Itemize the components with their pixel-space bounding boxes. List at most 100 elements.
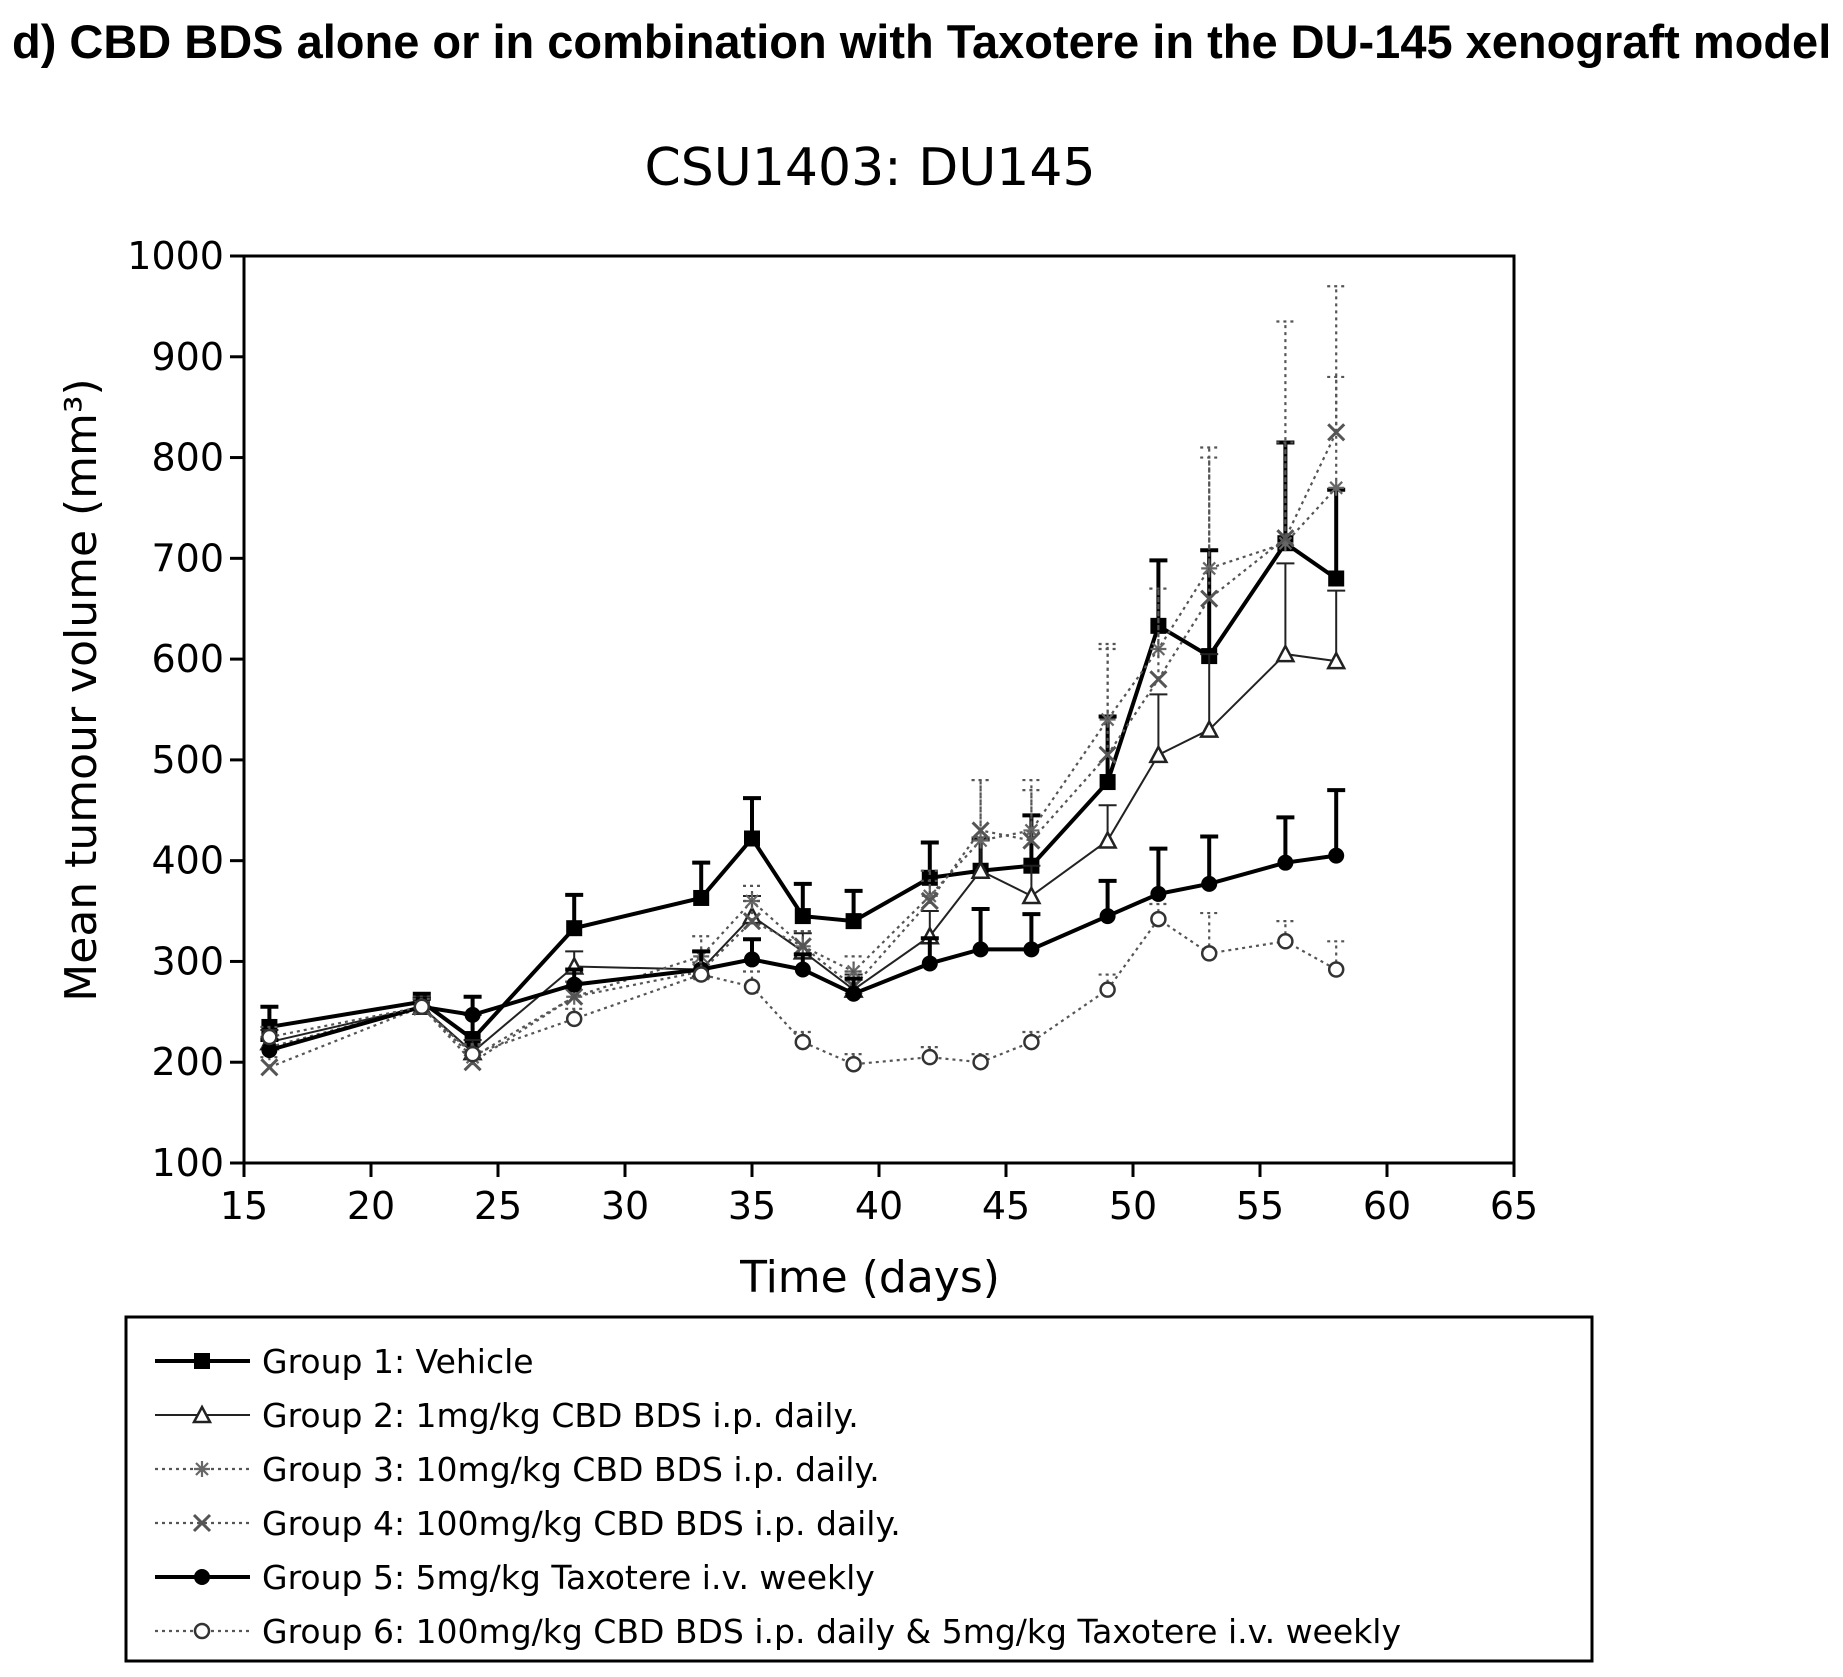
circle-marker [1023,941,1040,958]
triangle-marker [1199,718,1220,738]
circle-marker [1201,875,1218,892]
legend-item: Group 5: 5mg/kg Taxotere i.v. weekly [155,1558,875,1597]
data-point [742,912,762,931]
series-2 [259,562,1347,1061]
data-point [565,1010,583,1028]
data-point [1099,774,1116,791]
open-circle-marker [1023,1033,1040,1051]
circle-marker [921,955,938,972]
series-line [269,653,1337,1054]
data-point [1023,941,1040,958]
data-point [261,1028,278,1046]
triangle-marker [1021,885,1042,905]
data-point [1327,423,1346,442]
x-axis: 15 20 25 30 35 40 45 50 55 60 65 [220,1163,1538,1228]
circle-marker [794,961,811,978]
series-5 [260,788,1346,1059]
data-point [566,920,583,937]
star-marker [194,1461,210,1477]
open-circle-marker [1327,961,1345,978]
data-point [920,891,939,911]
data-point [260,1058,279,1077]
data-point [464,1045,481,1063]
data-point [1328,847,1345,864]
series-6 [260,902,1346,1073]
legend-swatch-marker [193,1622,211,1640]
legend-label: Group 5: 5mg/kg Taxotere i.v. weekly [262,1558,875,1597]
data-point [1148,744,1169,764]
data-point [1277,933,1294,950]
data-point [565,987,584,1006]
data-point [413,998,431,1016]
open-circle-marker [413,998,431,1016]
data-point [845,913,862,930]
square-marker [744,830,760,847]
data-point [793,937,812,956]
data-point [1199,718,1220,738]
star-marker [1023,822,1040,839]
data-point [845,985,862,1002]
data-point [971,821,990,840]
legend-item: Group 1: Vehicle [155,1342,534,1381]
data-point [744,951,760,968]
square-marker [921,869,938,886]
legend-swatch-marker [194,1353,210,1369]
x-marker [1022,831,1041,850]
x-tick-label: 20 [347,1184,395,1228]
circle-marker [845,985,862,1002]
data-point [972,832,989,849]
data-point [1097,829,1118,849]
legend-item: Group 6: 100mg/kg CBD BDS i.p. daily & 5… [155,1612,1401,1651]
square-marker [1099,774,1116,791]
legend-box [124,1315,1594,1663]
square-marker [794,908,811,925]
legend-item: Group 2: 1mg/kg CBD BDS i.p. daily. [155,1396,859,1435]
triangle-marker [970,860,991,879]
x-tick-label: 60 [1363,1184,1411,1228]
open-circle-marker [845,1055,862,1073]
y-tick-label: 200 [151,1040,224,1084]
plot-frame [242,254,1516,1165]
y-tick-label: 500 [151,738,224,782]
triangle-marker [1326,650,1347,670]
data-point [845,1055,862,1073]
series-line [269,487,1338,1059]
legend: Group 1: Vehicle Group 2: 1mg/kg CBD BDS … [155,1342,1401,1651]
square-marker [845,913,862,930]
data-point [1149,670,1168,689]
legend-swatch-marker [194,1569,210,1585]
y-tick-label: 1000 [127,234,224,278]
data-point [1328,570,1345,587]
data-point [743,978,761,995]
x-tick-label: 50 [1109,1184,1157,1228]
data-point [972,1053,989,1071]
legend-label: Group 4: 100mg/kg CBD BDS i.p. daily. [262,1504,901,1543]
circle-marker [1150,885,1167,902]
x-marker [793,937,812,956]
circle-marker [1099,908,1116,925]
x-marker [1276,529,1295,548]
data-point [1021,885,1042,905]
square-marker [693,889,710,906]
data-point [921,869,938,886]
x-tick-label: 65 [1490,1184,1538,1228]
open-circle-marker [692,966,710,983]
data-point [692,966,710,983]
x-tick-label: 30 [601,1184,649,1228]
circle-marker [566,976,583,993]
star-marker [921,887,938,904]
x-marker [1200,589,1219,608]
x-marker [742,912,762,931]
data-point [1023,1033,1040,1051]
star-marker [972,832,989,849]
data-point [1276,529,1295,548]
circle-marker [194,1569,210,1585]
x-tick-label: 35 [728,1184,776,1228]
open-circle-marker [1099,981,1116,998]
triangle-marker [1097,829,1118,849]
y-tick-label: 300 [151,939,224,983]
legend-swatch-marker [191,1404,213,1424]
data-point [744,830,760,847]
series-layer [259,285,1347,1077]
